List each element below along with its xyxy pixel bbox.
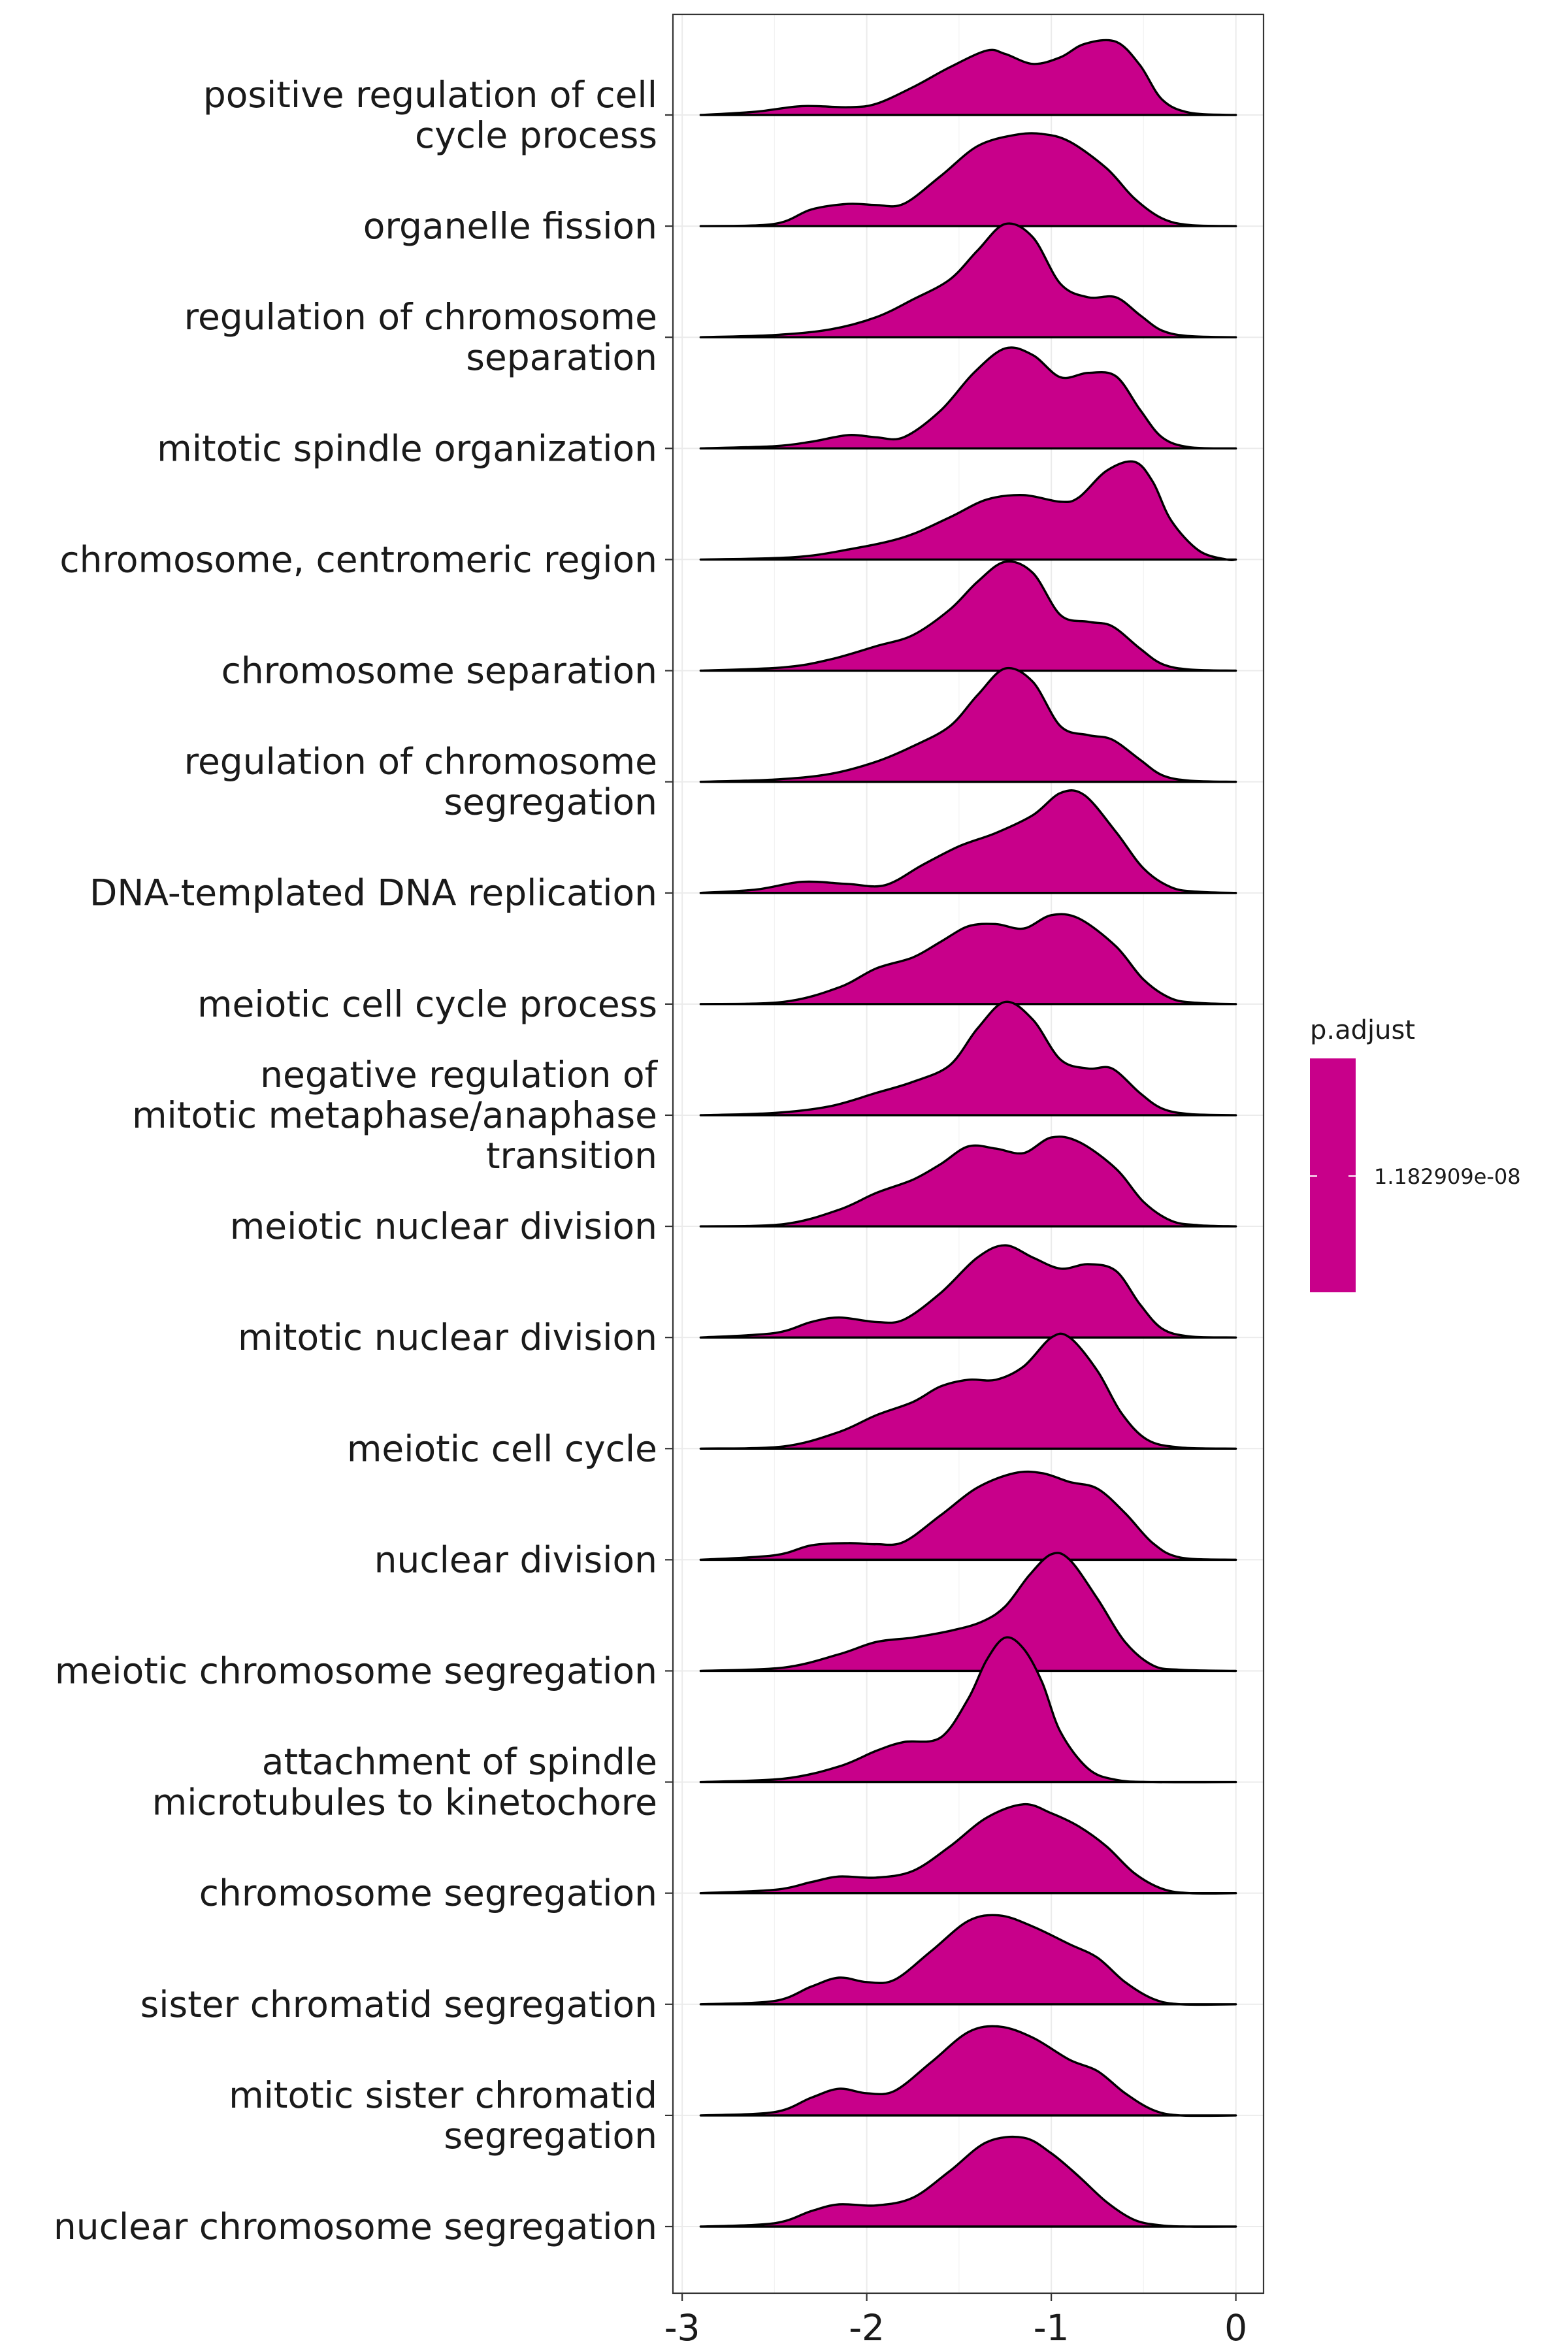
x-tick-label: 0: [1224, 2307, 1247, 2349]
ridge-density: [699, 789, 1237, 894]
y-tick-label: mitotic nuclear division: [238, 1316, 657, 1358]
ridge-density: [699, 2025, 1237, 2117]
panel-border: [672, 13, 1265, 2295]
x-axis: -3 -2 -1 0: [664, 2293, 1247, 2349]
ridge-density: [699, 1332, 1237, 1450]
ridge-density: [699, 560, 1237, 672]
y-tick-label: negative regulation of mitotic metaphase/…: [132, 1054, 659, 1177]
y-tick-label: mitotic sister chromatid segregation: [229, 2074, 657, 2157]
ridge-density: [699, 346, 1237, 450]
y-tick-label: DNA-templated DNA replication: [90, 872, 657, 914]
y-tick-label: regulation of chromosome segregation: [184, 741, 657, 823]
ridge-density: [699, 132, 1237, 227]
y-tick-label: meiotic nuclear division: [230, 1205, 657, 1247]
ridge-density: [699, 460, 1237, 562]
y-tick-label: chromosome, centromeric region: [59, 538, 657, 580]
y-axis: positive regulation of cell cycle process…: [54, 74, 673, 2247]
y-tick-label: attachment of spindle microtubules to kin…: [152, 1741, 657, 1823]
y-tick-label: meiotic cell cycle process: [197, 983, 657, 1025]
ridge-density: [699, 1552, 1237, 1673]
ridge-density: [699, 1135, 1237, 1228]
legend-colorbar: [1310, 1058, 1356, 1292]
ridge-layer: [699, 39, 1237, 2228]
y-tick-label: meiotic cell cycle: [347, 1428, 657, 1469]
y-tick-label: positive regulation of cell cycle process: [203, 74, 657, 156]
ridge-density: [699, 1244, 1237, 1339]
y-tick-label: nuclear division: [374, 1539, 657, 1580]
ridge-density: [699, 1636, 1237, 1784]
y-tick-label: meiotic chromosome segregation: [55, 1650, 657, 1691]
x-tick-label: -1: [1034, 2307, 1070, 2349]
ridge-density: [699, 1470, 1237, 1561]
legend-value-label: 1.182909e-08: [1374, 1164, 1521, 1189]
y-tick-label: mitotic spindle organization: [157, 427, 657, 469]
ridge-density: [699, 2135, 1237, 2228]
y-tick-label: sister chromatid segregation: [140, 1984, 657, 2025]
y-tick-label: chromosome segregation: [199, 1872, 657, 1914]
x-tick-label: -3: [664, 2307, 700, 2349]
x-tick-label: -2: [849, 2307, 885, 2349]
legend: p.adjust 1.182909e-08: [1310, 1015, 1521, 1292]
ridge-density: [699, 222, 1237, 338]
legend-title: p.adjust: [1310, 1015, 1415, 1045]
ridge-density: [699, 666, 1237, 783]
y-tick-label: chromosome separation: [221, 650, 657, 692]
ridge-density: [699, 1914, 1237, 2006]
ridge-density: [699, 913, 1237, 1005]
y-tick-label: organelle fission: [363, 205, 657, 247]
y-tick-label: nuclear chromosome segregation: [54, 2206, 657, 2247]
ridge-density: [699, 39, 1237, 116]
ridge-density: [699, 1803, 1237, 1895]
ridge-density: [699, 1000, 1237, 1117]
y-tick-label: regulation of chromosome separation: [184, 296, 657, 378]
